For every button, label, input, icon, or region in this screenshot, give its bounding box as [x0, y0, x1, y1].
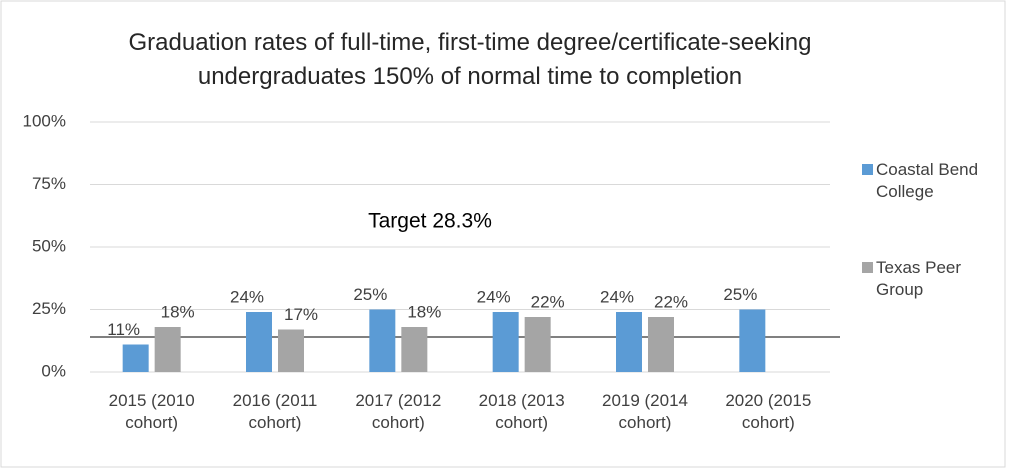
- bar: [492, 312, 519, 372]
- legend-label: Texas Peer Group: [876, 258, 962, 299]
- bar: [122, 344, 149, 372]
- data-label: 24%: [477, 287, 511, 306]
- data-label: 17%: [284, 305, 318, 324]
- legend-label: Coastal Bend College: [876, 160, 979, 201]
- x-tick-label: 2015 (2010 cohort): [108, 391, 195, 432]
- bar: [739, 309, 766, 372]
- legend-swatch: [862, 164, 873, 175]
- chart-title: Graduation rates of full-time, first-tim…: [128, 29, 812, 90]
- x-tick-label: 2017 (2012 cohort): [355, 391, 442, 432]
- bar: [648, 317, 674, 372]
- data-label: 25%: [353, 285, 387, 304]
- x-tick-label: 2020 (2015 cohort): [725, 391, 812, 432]
- x-tick-label: 2016 (2011 cohort): [232, 391, 318, 432]
- data-label: 25%: [723, 285, 757, 304]
- data-label: 24%: [230, 287, 264, 306]
- bar: [401, 327, 428, 372]
- data-label: 18%: [161, 302, 195, 321]
- y-tick-label: 50%: [32, 236, 66, 255]
- data-label: 11%: [107, 320, 140, 339]
- bar: [616, 312, 642, 372]
- x-tick-label: 2019 (2014 cohort): [601, 391, 689, 432]
- bar: [278, 329, 304, 372]
- y-tick-label: 100%: [23, 111, 66, 130]
- bar: [154, 327, 181, 372]
- x-tick-label: 2018 (2013 cohort): [478, 391, 565, 432]
- data-label: 24%: [600, 287, 634, 306]
- data-label: 18%: [407, 302, 441, 321]
- y-tick-label: 0%: [41, 361, 66, 380]
- bar: [246, 312, 272, 372]
- y-tick-label: 25%: [32, 299, 66, 318]
- annotation: Target 28.3%: [368, 210, 492, 233]
- bar: [524, 317, 551, 372]
- data-label: 22%: [654, 292, 688, 311]
- y-tick-label: 75%: [32, 174, 66, 193]
- bar: [369, 309, 396, 372]
- legend-swatch: [862, 262, 873, 273]
- data-label: 22%: [531, 292, 565, 311]
